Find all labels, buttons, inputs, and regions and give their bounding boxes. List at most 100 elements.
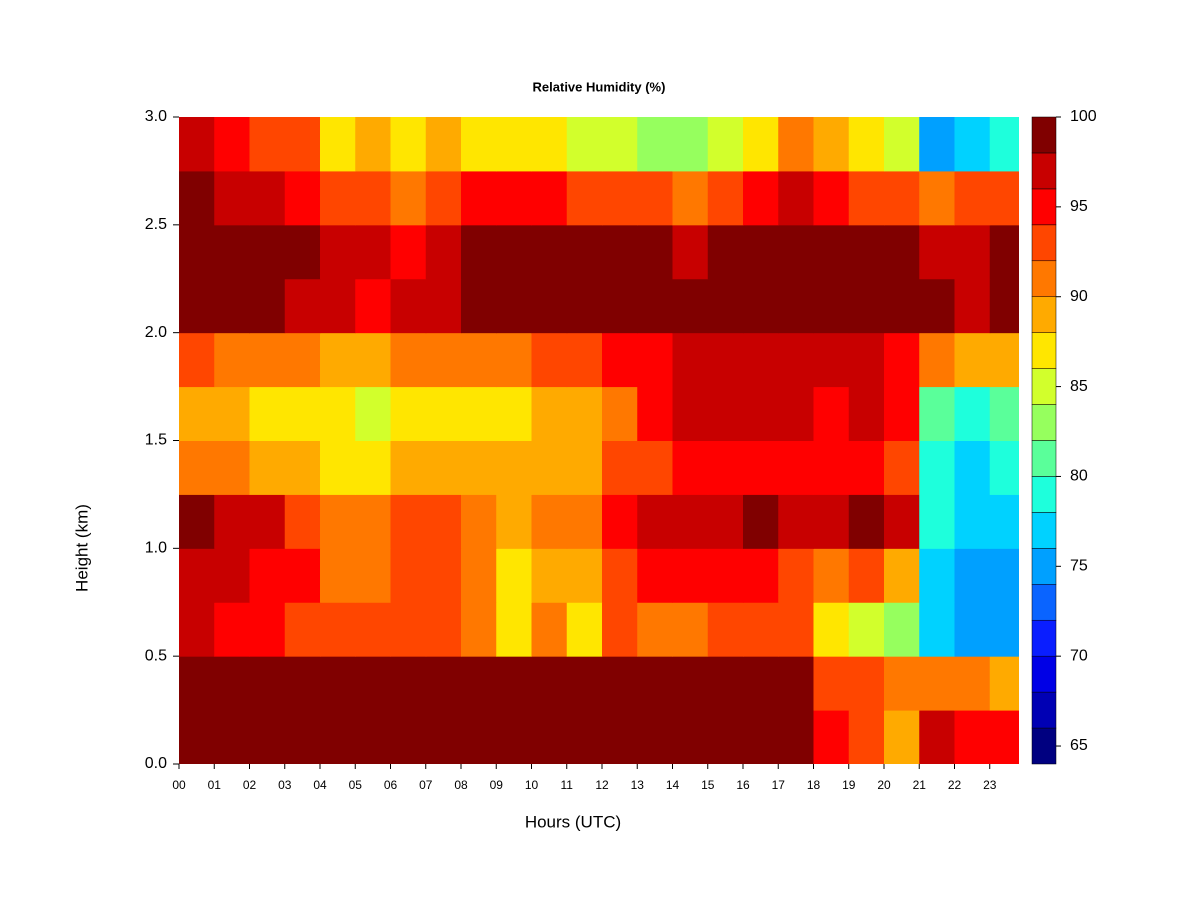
chart-title: Relative Humidity (%) [533, 79, 666, 94]
heatmap-cell [214, 494, 250, 549]
heatmap-cell [672, 548, 709, 603]
heatmap-cell [425, 278, 462, 334]
heatmap-cell [249, 117, 286, 172]
x-tick-label: 10 [525, 778, 539, 792]
heatmap-cell [954, 117, 991, 172]
heatmap-cell [989, 656, 1019, 711]
heatmap-cell [355, 332, 391, 388]
heatmap-cell [813, 548, 850, 603]
heatmap-cell [390, 602, 427, 657]
heatmap-cell [742, 494, 779, 549]
heatmap-cell [496, 332, 532, 388]
heatmap-cell [214, 332, 250, 388]
heatmap-cell [707, 494, 744, 549]
heatmap-cell [813, 117, 850, 172]
heatmap-cell [813, 656, 850, 711]
heatmap-cell [531, 602, 568, 657]
x-tick-label: 03 [278, 778, 292, 792]
heatmap-cell [496, 224, 532, 280]
heatmap-cell [390, 656, 427, 711]
heatmap-cell [672, 710, 709, 764]
heatmap-cell [919, 278, 955, 334]
x-tick-label: 09 [490, 778, 504, 792]
heatmap-cell [425, 494, 462, 549]
heatmap [179, 117, 1019, 764]
heatmap-cell [954, 386, 991, 441]
heatmap-cell [707, 224, 744, 280]
heatmap-cell [778, 602, 814, 657]
heatmap-cell [355, 117, 391, 172]
heatmap-cell [672, 278, 709, 334]
x-tick-label: 21 [913, 778, 927, 792]
x-tick-label: 01 [208, 778, 222, 792]
heatmap-cell [319, 278, 356, 334]
heatmap-cell [390, 117, 427, 172]
heatmap-cell [179, 278, 215, 334]
heatmap-cell [319, 386, 356, 441]
heatmap-cell [707, 332, 744, 388]
heatmap-cell [954, 656, 991, 711]
heatmap-cell [637, 117, 673, 172]
heatmap-cell [778, 548, 814, 603]
x-tick-label: 07 [419, 778, 433, 792]
heatmap-cell [355, 656, 391, 711]
heatmap-cell [249, 224, 286, 280]
heatmap-cell [637, 278, 673, 334]
heatmap-cell [848, 224, 885, 280]
heatmap-cell [637, 386, 673, 441]
heatmap-cell [848, 494, 885, 549]
x-tick-label: 06 [384, 778, 398, 792]
heatmap-cell [813, 440, 850, 495]
heatmap-cell [214, 117, 250, 172]
heatmap-cell [707, 440, 744, 495]
heatmap-cell [601, 710, 638, 764]
x-tick-label: 02 [243, 778, 257, 792]
heatmap-cell [954, 440, 991, 495]
heatmap-cell [778, 710, 814, 764]
heatmap-cell [531, 440, 568, 495]
colorbar-band [1031, 152, 1057, 190]
heatmap-cell [883, 440, 920, 495]
heatmap-cell [954, 494, 991, 549]
heatmap-cell [496, 602, 532, 657]
heatmap-cell [460, 494, 497, 549]
heatmap-cell [848, 170, 885, 226]
heatmap-cell [637, 548, 673, 603]
heatmap-cell [954, 602, 991, 657]
heatmap-cell [284, 224, 321, 280]
heatmap-cell [531, 710, 568, 764]
heatmap-cell [284, 710, 321, 764]
heatmap-cell [989, 332, 1019, 388]
heatmap-cell [531, 170, 568, 226]
heatmap-cell [883, 656, 920, 711]
heatmap-cell [214, 440, 250, 495]
heatmap-cell [883, 386, 920, 441]
x-tick-label: 15 [701, 778, 715, 792]
heatmap-cell [742, 278, 779, 334]
heatmap-cell [214, 710, 250, 764]
heatmap-cell [601, 117, 638, 172]
heatmap-cell [848, 656, 885, 711]
heatmap-cell [813, 710, 850, 764]
heatmap-cell [707, 278, 744, 334]
heatmap-cell [179, 440, 215, 495]
heatmap-cell [460, 224, 497, 280]
heatmap-cell [214, 386, 250, 441]
heatmap-cell [883, 278, 920, 334]
heatmap-cell [954, 278, 991, 334]
x-tick-label: 20 [877, 778, 891, 792]
heatmap-cell [601, 278, 638, 334]
heatmap-cell [319, 440, 356, 495]
heatmap-cell [813, 278, 850, 334]
heatmap-cell [319, 224, 356, 280]
heatmap-cell [778, 117, 814, 172]
heatmap-cell [179, 170, 215, 226]
heatmap-cell [672, 494, 709, 549]
heatmap-cell [742, 117, 779, 172]
y-tick-label: 0.5 [145, 647, 167, 664]
heatmap-cell [672, 656, 709, 711]
colorbar-band [1031, 188, 1057, 226]
heatmap-cell [919, 494, 955, 549]
x-tick-label: 18 [807, 778, 821, 792]
heatmap-cell [496, 494, 532, 549]
